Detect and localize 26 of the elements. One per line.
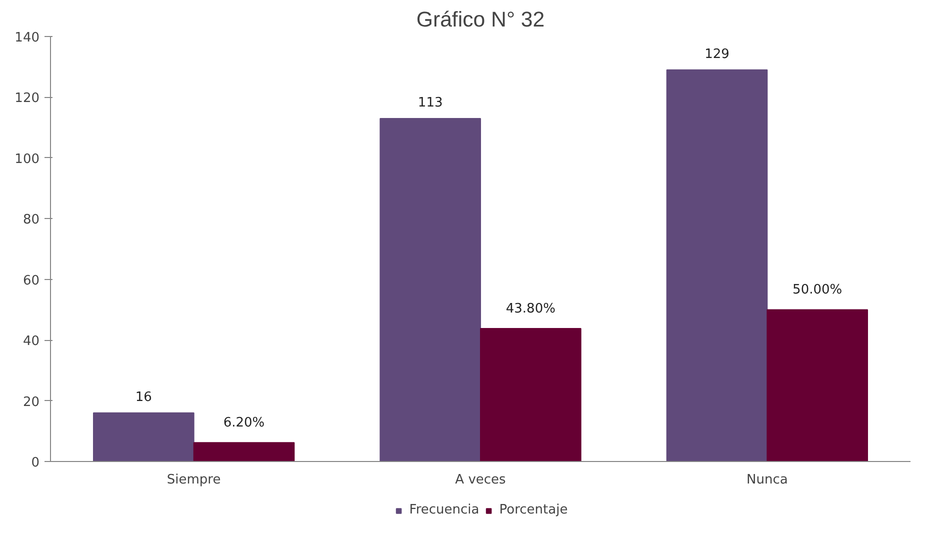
data-label: 50.00% [792,282,842,298]
x-tick-label: Siempre [166,472,221,488]
y-tick-label: 80 [22,212,40,228]
bar [193,442,295,462]
y-tick-label: 60 [22,273,40,288]
y-tick-label: 0 [31,456,40,470]
data-label: 43.80% [506,302,556,317]
x-tick-label: A veces [455,472,506,488]
y-tick-label: 40 [22,334,40,350]
data-label: 113 [418,95,443,110]
data-label: 6.20% [223,416,265,431]
bar [93,412,194,462]
bar [666,69,768,462]
data-label: 16 [135,390,152,405]
bar [480,328,582,462]
y-tick-label: 100 [14,152,40,167]
y-tick-label: 20 [22,394,40,410]
y-tick-label: 120 [14,91,40,106]
y-tick-label: 140 [14,30,40,46]
bar [766,309,868,462]
bar [380,118,481,462]
data-label: 129 [704,46,730,62]
legend-label: Porcentaje [499,502,568,518]
chart-title: Gráfico N° 32 [416,8,545,32]
x-tick-label: Nunca [746,472,788,488]
legend-label: Frecuencia [409,502,480,518]
